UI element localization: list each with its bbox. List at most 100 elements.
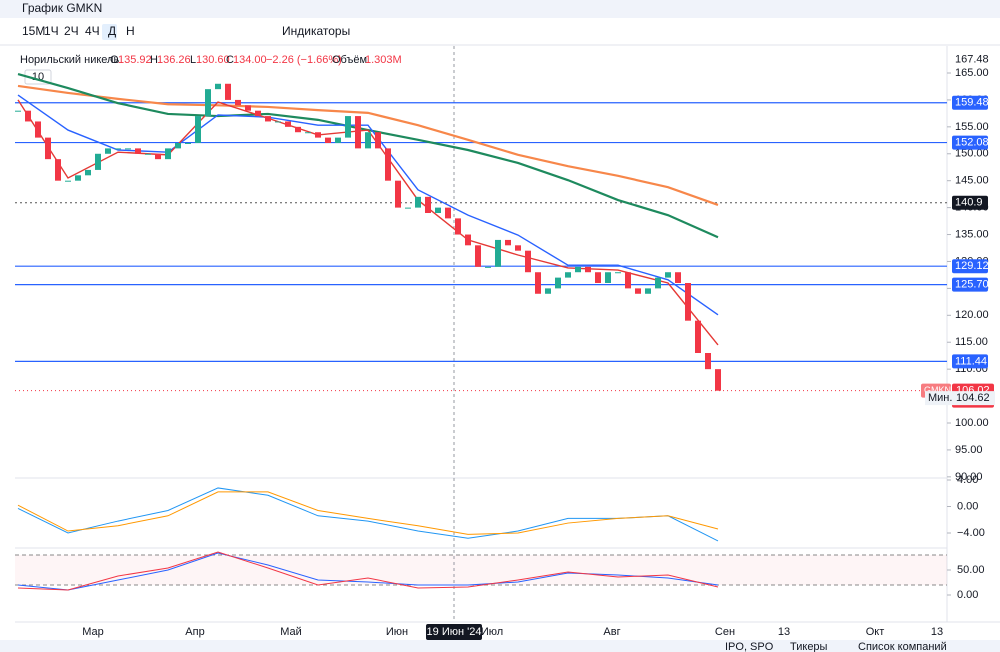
candle — [425, 196, 431, 213]
y-tick-label: 100.00 — [955, 417, 989, 429]
candle — [445, 207, 451, 219]
y-tick-label: 145.00 — [955, 175, 989, 187]
y-tick-label: 4.00 — [957, 474, 978, 486]
candle — [565, 272, 571, 278]
timeframe-button[interactable]: Д — [108, 24, 116, 38]
candle — [705, 353, 711, 370]
candle — [255, 110, 261, 117]
rsi-band — [15, 555, 947, 585]
y-tick-label: 165.00 — [955, 67, 989, 79]
candle — [585, 266, 591, 273]
candle — [655, 277, 661, 289]
candle — [695, 320, 701, 353]
candle — [185, 143, 191, 144]
candle — [395, 180, 401, 208]
instrument-name: Норильский никель — [20, 54, 119, 66]
footer-link[interactable]: Список компаний — [858, 641, 947, 652]
level-label: 129.12 — [955, 260, 989, 272]
indicators-button[interactable]: Индикаторы — [282, 24, 350, 38]
timeframe-button[interactable]: 1Ч — [44, 24, 59, 38]
candle — [525, 250, 531, 273]
window-title: График GMKN — [22, 1, 102, 15]
footer-link[interactable]: IPO, SPO — [725, 641, 774, 652]
level-label: 111.44 — [955, 355, 987, 367]
ticker-label: GMKN — [924, 385, 951, 395]
level-label: 125.70 — [955, 279, 989, 291]
x-tick-label: Июл — [481, 626, 503, 638]
moving-average — [17, 99, 719, 346]
candle — [45, 137, 51, 160]
rsi-line — [17, 551, 719, 591]
min-value: 104.62 — [956, 392, 990, 404]
candle — [315, 132, 321, 138]
candle — [95, 153, 101, 170]
candle — [615, 272, 621, 274]
level-label-bg — [952, 135, 988, 150]
y-tick-label: 155.00 — [955, 121, 989, 133]
candle — [65, 180, 71, 182]
x-tick-label: Мар — [82, 626, 104, 638]
candle — [385, 148, 391, 181]
legend-c: 134.00 — [233, 54, 267, 66]
candle — [165, 148, 171, 160]
active-timeframe — [102, 24, 117, 40]
dashed-level-label: 140.9 — [955, 197, 983, 209]
y-tick-label: 50.00 — [957, 564, 985, 576]
candle — [495, 239, 501, 267]
candle — [25, 110, 31, 122]
candle — [155, 153, 161, 160]
candle — [235, 99, 241, 106]
min-bg — [925, 391, 995, 406]
legend-l: 130.60 — [196, 54, 230, 66]
y-tick-label: 0.00 — [957, 589, 978, 601]
candle — [595, 272, 601, 283]
candle — [355, 116, 361, 149]
timeframe-button[interactable]: 15М — [22, 24, 45, 38]
dashed-level-bg — [952, 195, 988, 210]
legend-l-label: L — [190, 54, 196, 66]
candle — [205, 89, 211, 117]
candle — [245, 105, 251, 111]
candle — [415, 196, 421, 208]
legend-c-label: C — [226, 54, 234, 66]
candle — [675, 272, 681, 283]
candle — [435, 207, 441, 213]
title-bar — [0, 0, 1000, 18]
footer-link[interactable]: Тикеры — [790, 641, 828, 652]
candle — [295, 126, 301, 133]
candle — [645, 288, 651, 294]
candle — [15, 110, 21, 112]
candle — [215, 83, 221, 90]
candle — [325, 137, 331, 143]
macd-line — [17, 487, 719, 542]
timeframe-button[interactable]: 2Ч — [64, 24, 79, 38]
x-tick-label: 13 — [778, 626, 790, 638]
y-tick-label: 120.00 — [955, 309, 989, 321]
y-tick-label: 115.00 — [955, 336, 988, 348]
timeframe-button[interactable]: 4Ч — [85, 24, 100, 38]
legend-o: 135.92 — [118, 54, 152, 66]
legend-volume: 1.303M — [365, 54, 402, 66]
candle — [715, 369, 721, 391]
candle — [195, 116, 201, 143]
candle — [75, 175, 81, 181]
level-label: 159.48 — [955, 97, 989, 109]
legend-h-label: H — [150, 54, 158, 66]
candle — [545, 288, 551, 294]
x-tick-label: 19 Июн '24 — [427, 626, 482, 638]
macd-line — [17, 491, 719, 535]
candle — [305, 132, 311, 134]
candle — [465, 234, 471, 246]
candle — [105, 148, 111, 154]
legend-h: 136.26 — [157, 54, 191, 66]
candle — [375, 132, 381, 149]
candle — [275, 121, 281, 123]
candle — [225, 83, 231, 100]
timeframe-button[interactable]: Н — [126, 24, 135, 38]
candle — [85, 169, 91, 176]
candle — [175, 143, 181, 149]
x-tick-label: Сен — [715, 626, 735, 638]
x-tick-label: Авг — [603, 626, 620, 638]
candle — [555, 277, 561, 289]
